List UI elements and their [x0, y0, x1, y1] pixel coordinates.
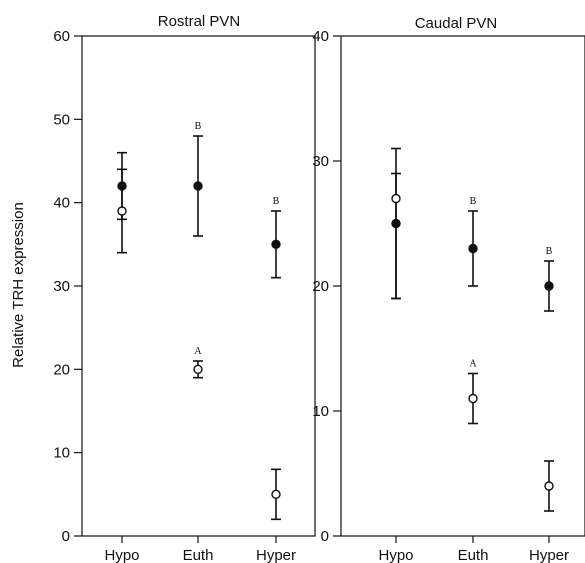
y-tick-label: 20 [53, 361, 70, 378]
data-point-open [271, 489, 281, 500]
data-point-filled [544, 281, 554, 291]
x-tick-label: Euth [183, 547, 214, 563]
x-tick-label: Hyper [529, 547, 569, 563]
data-point-open [117, 206, 127, 216]
significance-label: A [469, 359, 477, 370]
data-point-filled [193, 181, 203, 191]
y-tick-label: 30 [312, 153, 329, 170]
y-tick-label: 40 [53, 195, 70, 212]
data-point-filled [271, 239, 281, 250]
y-axis-label: Relative TRH expression [10, 202, 27, 368]
panel-rostral-pvn: Rostral PVN 0 10 20 30 40 50 60 Hypo Euth Hyper B B… [53, 13, 316, 563]
y-tick-label: 30 [53, 278, 70, 295]
significance-label: B [470, 196, 477, 207]
y-tick-label: 20 [312, 278, 329, 295]
plot-frame [81, 35, 316, 537]
y-tick-label: 40 [312, 28, 329, 45]
y-tick-label: 0 [62, 528, 70, 545]
x-tick-label: Hyper [256, 547, 296, 563]
x-tick-label: Hypo [378, 547, 413, 563]
panel-title: Caudal PVN [415, 15, 498, 32]
significance-label: B [546, 246, 553, 257]
significance-label: A [194, 346, 202, 357]
significance-label: B [195, 121, 202, 132]
significance-label: B [273, 196, 280, 207]
y-tick-label: 10 [53, 445, 70, 462]
panel-title: Rostral PVN [158, 13, 241, 30]
panel-caudal-pvn: Caudal PVN 0 10 20 30 40 Hypo Euth Hyper B B A [312, 15, 585, 563]
data-point-filled [468, 243, 478, 254]
data-point-open [391, 193, 401, 204]
data-point-open [193, 364, 203, 375]
data-point-open [544, 481, 554, 491]
y-tick-label: 60 [53, 28, 70, 45]
data-point-open [468, 393, 478, 404]
x-tick-label: Hypo [104, 547, 139, 563]
x-tick-label: Euth [458, 547, 489, 563]
y-tick-label: 50 [53, 111, 70, 128]
y-tick-label: 10 [312, 403, 329, 420]
y-tick-label: 0 [321, 528, 329, 545]
